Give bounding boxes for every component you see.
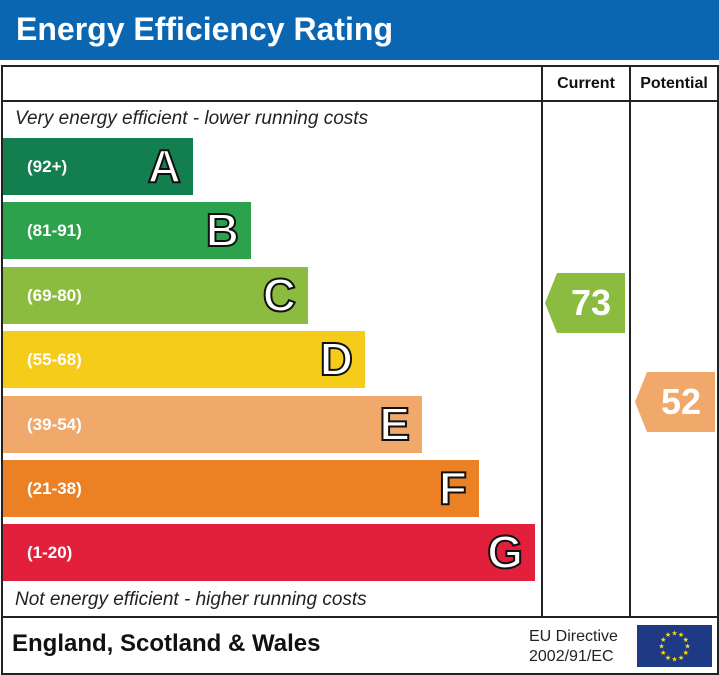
rating-frame [1, 65, 719, 675]
band-bar-a: (92+) A [3, 138, 193, 195]
svg-text:★: ★ [671, 656, 677, 664]
band-letter: A [147, 139, 182, 193]
band-letter: E [378, 397, 411, 451]
band-bar-g: (1-20) G [3, 524, 535, 582]
band-letter: F [438, 461, 468, 515]
svg-text:★: ★ [665, 654, 671, 662]
svg-text:★: ★ [658, 643, 664, 651]
band-range: (21-38) [27, 479, 82, 498]
svg-text:★: ★ [660, 649, 666, 657]
header-band [0, 0, 719, 60]
band-bar-c: (69-80) C [3, 266, 308, 324]
svg-text:★: ★ [660, 636, 666, 644]
band-range: (81-91) [27, 221, 82, 241]
region-label: England, Scotland & Wales [12, 630, 321, 657]
svg-text:★: ★ [684, 643, 690, 651]
directive-line-2: 2002/91/EC [529, 648, 614, 665]
band-range: (1-20) [27, 543, 73, 563]
chart-title: Energy Efficiency Rating [16, 11, 393, 47]
column-divider [541, 65, 543, 617]
band-bar-b: (81-91) B [3, 202, 251, 260]
band-bar-e: (39-54) E [3, 395, 422, 453]
band-bar-d: (55-68) D [3, 331, 365, 389]
band-letter: G [486, 525, 524, 579]
footer-divider [1, 616, 717, 618]
band-bar-f: (21-38) F [3, 460, 479, 517]
svg-text:★: ★ [678, 631, 684, 639]
current-column-header: Current [557, 75, 615, 92]
top-caption: Very energy efficient - lower running co… [15, 108, 369, 129]
band-range: (69-80) [27, 285, 82, 305]
bottom-caption: Not energy efficient - higher running co… [15, 589, 367, 610]
potential-column-header: Potential [640, 75, 708, 92]
current-rating-arrow: 73 [545, 273, 625, 333]
potential-rating-arrow: 52 [635, 372, 715, 432]
svg-text:★: ★ [683, 636, 689, 644]
svg-text:★: ★ [683, 649, 689, 657]
current-rating-value: 73 [570, 282, 612, 323]
svg-text:★: ★ [678, 654, 684, 662]
band-letter: B [205, 203, 240, 257]
band-range: (55-68) [27, 350, 82, 370]
band-range: (92+) [27, 157, 68, 176]
band-letter: D [319, 332, 354, 386]
header-divider [1, 100, 717, 102]
potential-rating-value: 52 [660, 381, 702, 422]
band-range: (39-54) [27, 414, 82, 434]
svg-text:★: ★ [665, 631, 671, 639]
column-divider [629, 65, 631, 617]
directive-line-1: EU Directive [529, 628, 618, 645]
eu-directive: EU Directive 2002/91/EC [529, 627, 618, 667]
band-letter: C [262, 268, 297, 322]
svg-text:★: ★ [671, 630, 677, 638]
eu-flag-icon: ★★★★★★★★★ ★ ★★ [637, 625, 712, 667]
